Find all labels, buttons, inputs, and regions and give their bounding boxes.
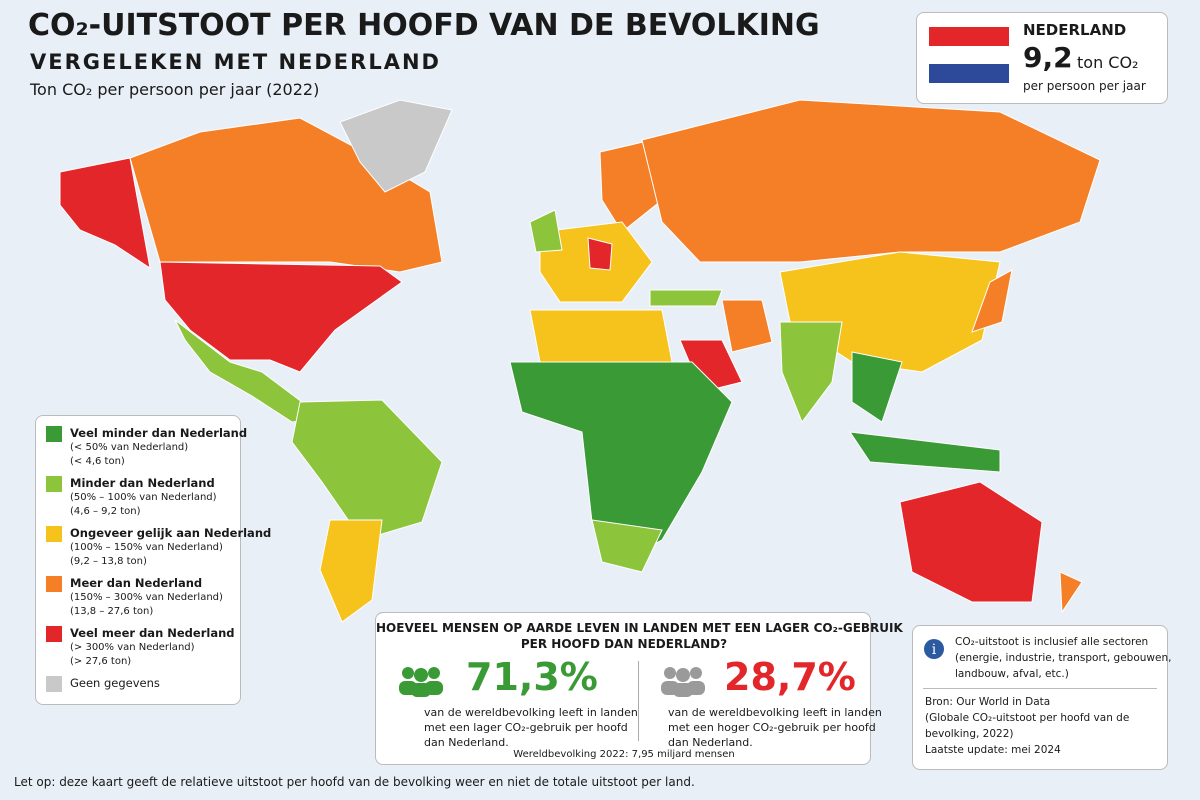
nl-caption: per persoon per jaar [1023, 79, 1146, 93]
legend-swatch [46, 476, 62, 492]
lower-value: 71,3% [466, 655, 598, 699]
legend-label: Geen gegevens [70, 676, 160, 690]
legend-range: (100% – 150% van Nederland) [70, 542, 223, 553]
south-america-north [291, 399, 443, 541]
australia [899, 481, 1043, 603]
nl-unit: ton CO₂ [1077, 53, 1139, 72]
line: dan Nederland. [424, 736, 509, 749]
line: met een lager CO₂-gebruik per hoofd [424, 721, 628, 734]
new-zealand [1059, 571, 1083, 614]
uk [529, 209, 563, 253]
line: van de wereldbevolking leeft in landen [668, 706, 882, 719]
line: Bron: Our World in Data [925, 696, 1051, 708]
legend-swatch [46, 526, 62, 542]
legend-label: Veel meer dan Nederland [70, 626, 235, 640]
legend: Veel minder dan Nederland (< 50% van Nede… [35, 415, 271, 705]
legend-tons: (> 27,6 ton) [70, 656, 132, 667]
iran [721, 299, 773, 353]
line: (energie, industrie, transport, gebouwen… [955, 652, 1172, 664]
higher-value: 28,7% [724, 655, 856, 699]
higher-text: van de wereldbevolking leeft in landen me… [668, 705, 882, 750]
legend-tons: (< 4,6 ton) [70, 456, 125, 467]
netherlands-germany [587, 237, 613, 271]
unit: Ton CO₂ per persoon per jaar (2022) [30, 80, 320, 99]
info-box: i CO₂-uitstoot is inclusief alle sectore… [912, 625, 1171, 770]
legend-swatch [46, 426, 62, 442]
north-africa [529, 309, 673, 363]
legend-range: (150% – 300% van Nederland) [70, 592, 223, 603]
info-icon: i [924, 639, 944, 659]
legend-range: (> 300% van Nederland) [70, 642, 195, 653]
legend-tons: (13,8 – 27,6 ton) [70, 606, 154, 617]
south-africa [591, 519, 663, 573]
people-icon [399, 667, 443, 697]
info-source: Bron: Our World in Data (Globale CO₂-uits… [925, 694, 1129, 758]
south-america-south [319, 519, 383, 623]
legend-label: Meer dan Nederland [70, 576, 203, 590]
footer: Let op: deze kaart geeft de relatieve ui… [14, 775, 695, 789]
legend-range: (50% – 100% van Nederland) [70, 492, 217, 503]
japan [971, 269, 1013, 333]
stats-question: HOEVEEL MENSEN OP AARDE LEVEN IN LANDEN … [376, 621, 903, 635]
line: van de wereldbevolking leeft in landen [424, 706, 638, 719]
lower-text: van de wereldbevolking leeft in landen me… [424, 705, 638, 750]
india [779, 321, 843, 424]
legend-tons: (9,2 – 13,8 ton) [70, 556, 147, 567]
line: bevolking, 2022) [925, 728, 1014, 740]
legend-swatch [46, 576, 62, 592]
legend-range: (< 50% van Nederland) [70, 442, 189, 453]
usa [159, 261, 403, 373]
line: CO₂-uitstoot is inclusief alle sectoren [955, 636, 1149, 648]
stats-footnote: Wereldbevolking 2022: 7,95 miljard mense… [513, 749, 735, 760]
line: Laatste update: mei 2024 [925, 744, 1061, 756]
line: landbouw, afval, etc.) [955, 668, 1069, 680]
nl-country: NEDERLAND [1023, 21, 1127, 39]
legend-swatch [46, 676, 62, 692]
svg-text:i: i [932, 642, 937, 658]
info-note: CO₂-uitstoot is inclusief alle sectoren (… [955, 634, 1171, 682]
greenland [339, 99, 453, 193]
nl-flag [929, 27, 1009, 83]
legend-label: Minder dan Nederland [70, 476, 215, 490]
indonesia [848, 431, 1001, 473]
stats-question: PER HOOFD DAN NEDERLAND? [520, 637, 728, 651]
line: (Globale CO₂-uitstoot per hoofd van de [925, 712, 1130, 724]
russia [641, 99, 1101, 263]
line: dan Nederland. [668, 736, 753, 749]
nl-box: NEDERLAND 9,2 ton CO₂ per persoon per ja… [916, 12, 1168, 104]
title: CO₂-UITSTOOT PER HOOFD VAN DE BEVOLKING [28, 8, 820, 43]
people-icon [661, 667, 705, 697]
subtitle: VERGELEKEN MET NEDERLAND [30, 50, 441, 74]
southeast-asia [851, 351, 903, 423]
legend-label: Veel minder dan Nederland [70, 426, 248, 440]
stats-box: HOEVEEL MENSEN OP AARDE LEVEN IN LANDEN … [375, 612, 903, 765]
legend-swatch [46, 626, 62, 642]
line: met een hoger CO₂-gebruik per hoofd [668, 721, 876, 734]
nl-value: 9,2 [1023, 41, 1073, 74]
legend-label: Ongeveer gelijk aan Nederland [70, 526, 272, 540]
legend-tons: (4,6 – 9,2 ton) [70, 506, 141, 517]
turkey [649, 289, 723, 307]
